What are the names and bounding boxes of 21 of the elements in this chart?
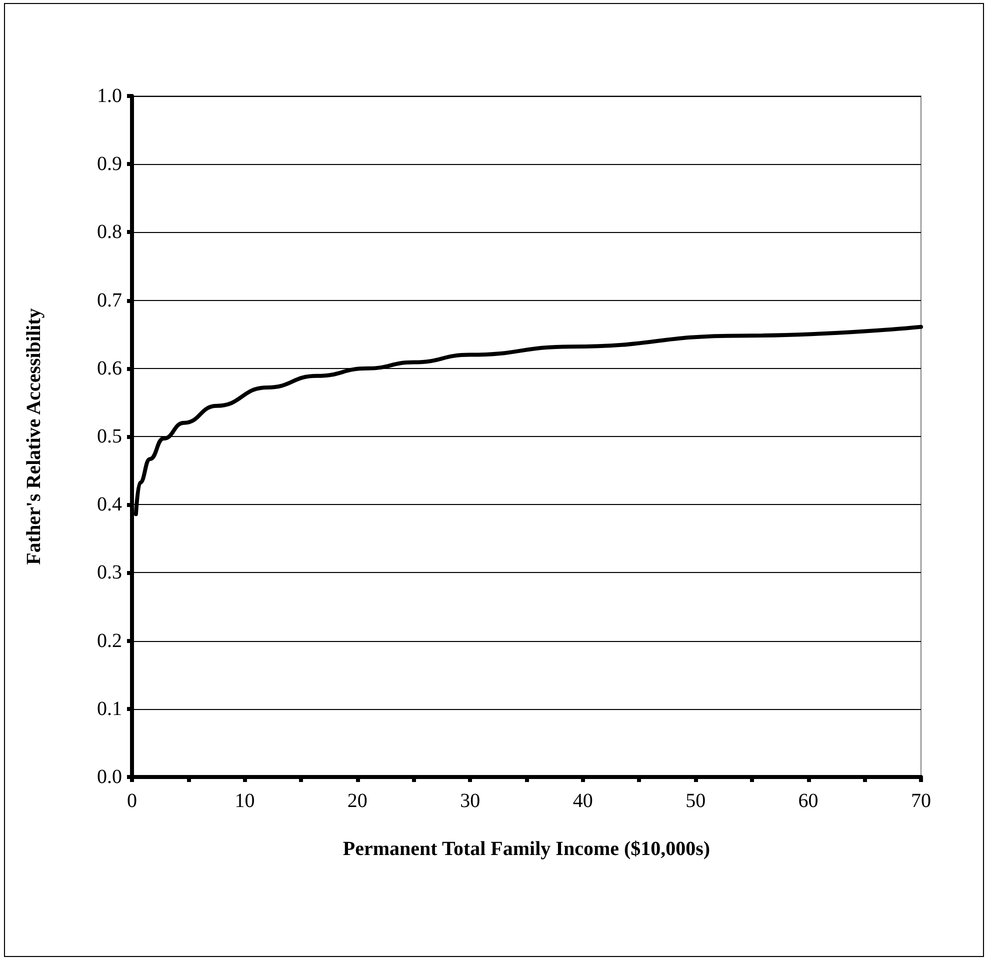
x-tick-label: 10 — [234, 790, 255, 812]
y-tick-label: 0.5 — [97, 426, 122, 448]
y-tick-label: 1.0 — [97, 85, 122, 107]
y-axis-title: Father's Relative Accessibility — [23, 308, 45, 565]
y-tick-label: 0.4 — [97, 494, 122, 516]
y-tick-label: 0.1 — [97, 698, 122, 720]
y-tick-label: 0.7 — [97, 289, 122, 312]
x-tick-label: 30 — [460, 790, 480, 812]
x-axis-title: Permanent Total Family Income ($10,000s) — [342, 838, 710, 860]
x-tick-label: 40 — [572, 790, 593, 812]
y-tick-label: 0.2 — [97, 630, 122, 652]
y-tick-label: 0.8 — [97, 221, 122, 244]
y-tick-label: 0.6 — [97, 357, 122, 380]
x-tick-label: 20 — [347, 790, 368, 812]
y-tick-label: 0.9 — [97, 153, 122, 176]
x-tick-label: 60 — [798, 790, 818, 812]
x-tick-label: 50 — [686, 790, 706, 812]
x-tick-label: 0 — [127, 790, 137, 812]
y-tick-label: 0.0 — [97, 766, 122, 788]
y-tick-label: 0.3 — [97, 562, 122, 584]
x-tick-label: 70 — [911, 790, 931, 812]
